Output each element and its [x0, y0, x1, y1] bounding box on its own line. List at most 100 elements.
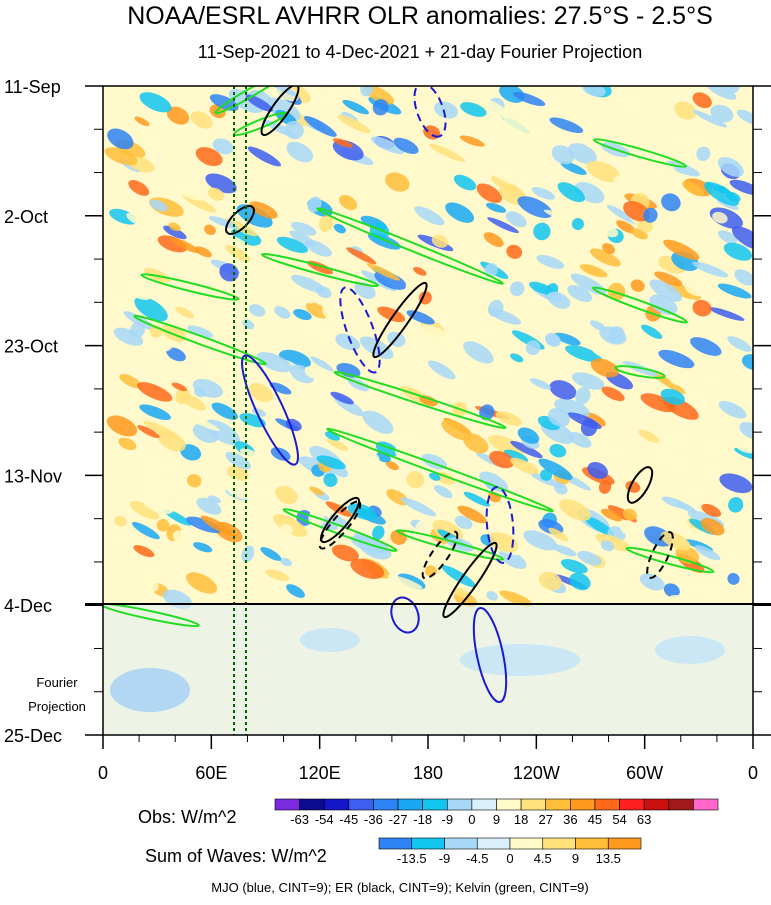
kelvin-contour: [140, 273, 240, 301]
anomaly-cell: [552, 544, 577, 557]
y-tick-label: 2-Oct: [4, 207, 48, 227]
anomaly-cell: [639, 573, 665, 591]
anomaly-cell: [600, 508, 623, 522]
anomaly-cell: [186, 516, 222, 534]
colorbar-level-label: 54: [612, 812, 626, 827]
anomaly-cell: [179, 216, 202, 236]
anomaly-cell: [196, 497, 222, 515]
anomaly-cell: [245, 94, 273, 112]
anomaly-field: [104, 86, 753, 610]
x-tick-label: 60E: [195, 763, 227, 783]
anomaly-cell: [589, 248, 621, 267]
anomaly-cell: [180, 444, 202, 461]
anomaly-cell: [486, 591, 498, 601]
anomaly-cell: [400, 497, 437, 517]
anomaly-cell: [414, 438, 440, 450]
anomaly-cell: [331, 544, 359, 562]
anomaly-cell: [323, 473, 338, 487]
anomaly-cell: [663, 239, 700, 260]
anomaly-cell: [523, 530, 558, 551]
anomaly-cell: [337, 114, 371, 134]
anomaly-cell: [414, 206, 445, 226]
er-contour: [442, 541, 498, 619]
anomaly-cell: [638, 429, 660, 443]
y-tick-label: 23-Oct: [4, 337, 58, 357]
anomaly-cell: [248, 383, 273, 402]
anomaly-cell: [729, 179, 753, 196]
anomaly-cell: [723, 549, 741, 564]
anomaly-cell: [685, 394, 702, 406]
anomaly-cell: [487, 217, 519, 234]
anomaly-cell: [575, 387, 591, 405]
anomaly-cell: [692, 110, 728, 128]
anomaly-cell: [279, 557, 293, 567]
anomaly-cell: [560, 161, 587, 175]
anomaly-cell: [360, 86, 374, 97]
anomaly-cell: [276, 236, 309, 254]
anomaly-cell: [606, 205, 638, 225]
kelvin-contour: [625, 546, 715, 574]
mjo-contour: [485, 486, 515, 564]
anomaly-cell: [274, 306, 291, 319]
anomaly-cell: [580, 418, 598, 437]
anomaly-cell: [543, 209, 581, 225]
mjo-contour: [241, 354, 299, 466]
anomaly-cell: [538, 458, 573, 480]
anomaly-cell: [236, 204, 273, 228]
anomaly-cell: [418, 291, 432, 305]
anomaly-cell: [723, 242, 753, 261]
anomaly-cell: [668, 367, 689, 386]
obs-colorbar: -63 -54 -45 -36 -27 -18 -9 0 9 18 27 36 45 54 63: [274, 798, 719, 827]
y-axis: 11-Sep 2-Oct 23-Oct 13-Nov 4-Dec 25-Dec: [4, 77, 771, 746]
anomaly-cell: [692, 261, 729, 278]
anomaly-cell: [704, 371, 721, 383]
anomaly-cell: [735, 444, 753, 454]
anomaly-cell: [717, 156, 744, 177]
anomaly-cell: [486, 202, 507, 213]
er-contour: [260, 86, 300, 136]
anomaly-cell: [598, 480, 612, 494]
anomaly-cell: [211, 402, 239, 420]
kelvin-contour: [592, 138, 688, 168]
colorbar-swatch: [594, 798, 620, 811]
anomaly-cell: [727, 572, 740, 585]
anomaly-cell: [684, 489, 706, 500]
anomaly-cell: [613, 175, 634, 190]
mjo-contour: [413, 86, 447, 138]
colorbar-swatch: [323, 798, 350, 811]
anomaly-cell: [607, 282, 626, 301]
colorbar-level-label: -9: [439, 851, 451, 866]
anomaly-cell: [304, 115, 337, 137]
anomaly-cell: [732, 100, 753, 117]
anomaly-cell: [557, 182, 585, 203]
anomaly-cell: [163, 225, 187, 240]
anomaly-cell: [463, 341, 494, 364]
projection-anomaly: [655, 636, 725, 664]
anomaly-cell: [118, 437, 137, 451]
anomaly-cell: [370, 136, 405, 155]
anomaly-cell: [502, 511, 534, 525]
anomaly-cell: [141, 492, 175, 515]
anomaly-cell: [294, 175, 308, 191]
colorbar-level-label: -54: [315, 812, 334, 827]
anomaly-cell: [677, 525, 709, 540]
anomaly-cell: [533, 222, 551, 241]
anomaly-cell: [269, 382, 292, 395]
anomaly-cell: [342, 99, 369, 115]
anomaly-cell: [457, 505, 487, 524]
anomaly-cell: [147, 455, 169, 475]
mjo-contour: [390, 596, 420, 634]
anomaly-cell: [106, 290, 139, 312]
projection-anomaly: [300, 628, 360, 652]
anomaly-cell: [137, 133, 164, 152]
anomaly-cell: [650, 381, 666, 395]
anomaly-cell: [654, 271, 683, 287]
anomaly-cell: [333, 223, 346, 234]
anomaly-cell: [658, 349, 695, 369]
anomaly-cell: [669, 345, 704, 368]
anomaly-cell: [484, 510, 511, 526]
anomaly-cell: [682, 181, 705, 197]
anomaly-cell: [168, 222, 181, 232]
anomaly-cell: [157, 430, 186, 452]
anomaly-cell: [205, 173, 237, 194]
